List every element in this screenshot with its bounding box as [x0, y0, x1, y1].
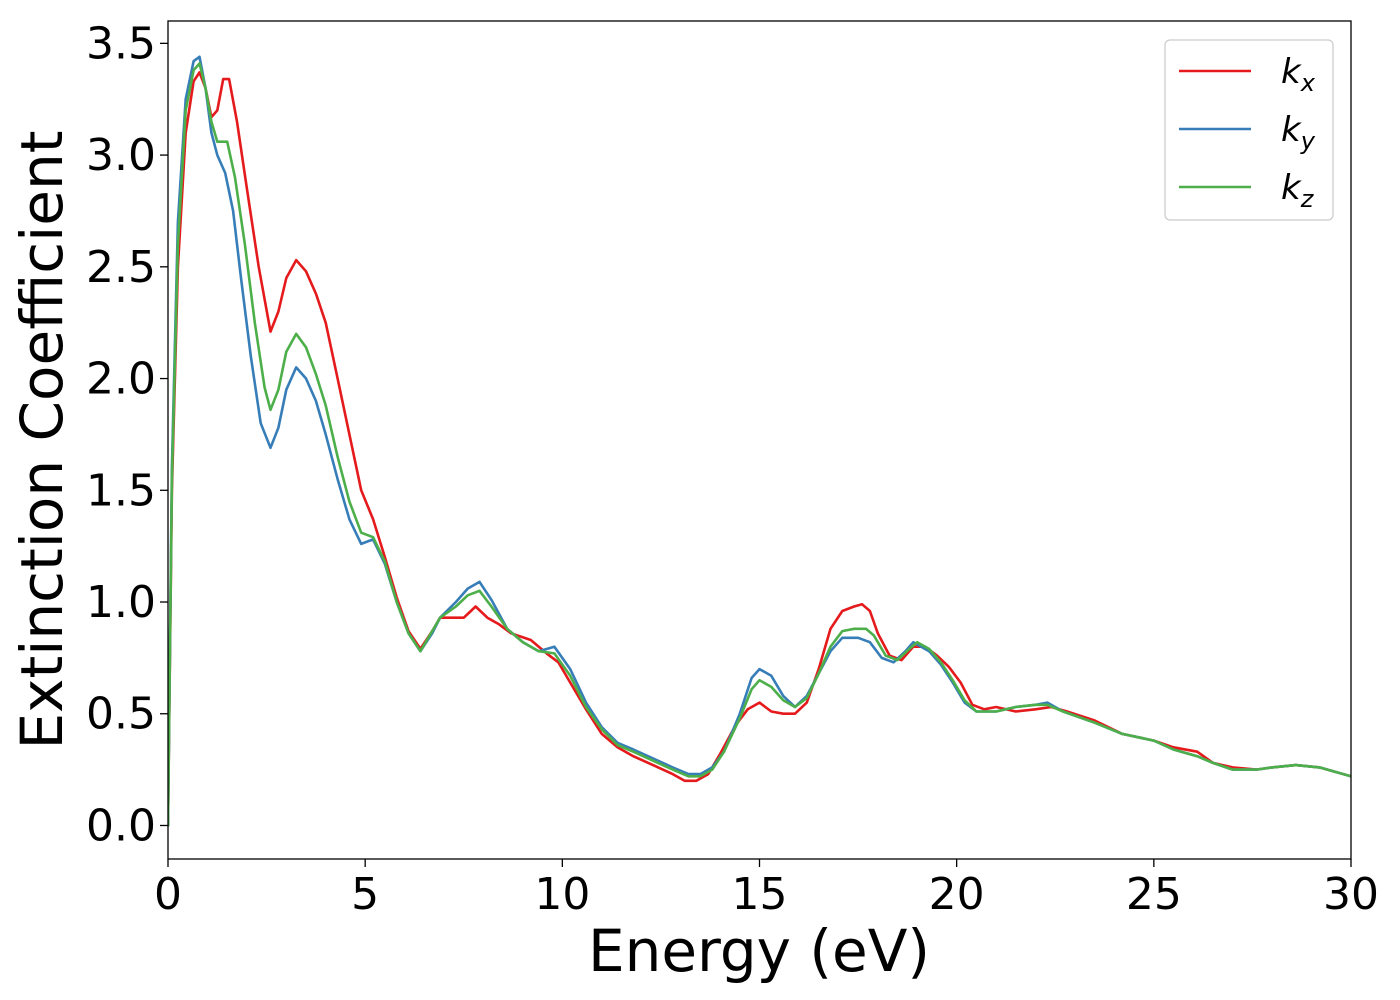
y-tick-label: 2.0 [86, 354, 156, 405]
y-tick-label: 0.5 [86, 689, 156, 740]
legend-label-subscript: x [1300, 69, 1316, 97]
x-axis-title: Energy (eV) [588, 917, 930, 985]
legend-label-kz: kz [1281, 168, 1315, 213]
legend-label-main: k [1281, 110, 1302, 150]
legend-label-subscript: z [1300, 185, 1315, 213]
y-tick-label: 3.0 [86, 130, 156, 181]
x-tick-label: 5 [351, 869, 379, 920]
y-tick-label: 3.5 [86, 18, 156, 69]
y-tick-label: 1.0 [86, 577, 156, 628]
x-tick-label: 20 [929, 869, 985, 920]
y-axis: 0.0 0.5 1.0 1.5 2.0 2.5 3.0 3.5 [86, 18, 168, 851]
x-tick-label: 0 [154, 869, 182, 920]
series-layer [168, 55, 1351, 827]
y-axis-title: Extinction Coefficient [8, 131, 76, 750]
x-tick-label: 25 [1126, 869, 1182, 920]
y-tick-label: 2.5 [86, 242, 156, 293]
y-tick-label: 0.0 [86, 800, 156, 851]
legend-label-subscript: y [1300, 127, 1316, 155]
legend-label-kx: kx [1281, 52, 1316, 97]
series-line-kx [168, 71, 1351, 827]
x-tick-label: 10 [534, 869, 590, 920]
x-axis: 0 5 10 15 20 25 30 [154, 859, 1379, 920]
legend-label-main: k [1281, 168, 1302, 208]
x-tick-label: 15 [732, 869, 788, 920]
legend-label-main: k [1281, 52, 1302, 92]
series-line-kz [168, 62, 1351, 827]
legend-label-ky: ky [1281, 110, 1316, 155]
y-tick-label: 1.5 [86, 465, 156, 516]
x-tick-label: 30 [1323, 869, 1379, 920]
